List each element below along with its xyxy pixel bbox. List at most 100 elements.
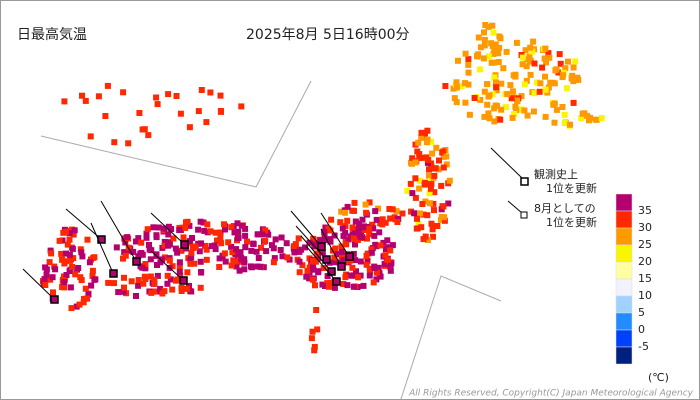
station-marker	[384, 237, 391, 244]
station-marker	[424, 212, 431, 219]
station-marker	[174, 276, 181, 283]
station-marker	[202, 242, 208, 249]
station-marker	[269, 242, 275, 249]
station-marker	[551, 80, 558, 87]
station-marker	[509, 88, 516, 95]
station-marker	[343, 241, 350, 248]
station-marker	[394, 219, 401, 225]
station-marker	[503, 48, 510, 55]
station-marker	[530, 38, 537, 45]
record-leader	[305, 245, 337, 282]
station-marker	[211, 242, 218, 249]
station-marker	[61, 260, 68, 267]
station-marker	[490, 29, 497, 36]
station-marker	[352, 257, 359, 264]
station-marker	[338, 253, 345, 260]
station-marker	[72, 271, 79, 278]
station-marker	[491, 118, 498, 125]
record-leader	[100, 200, 137, 262]
station-marker	[481, 29, 487, 36]
station-marker	[159, 290, 166, 297]
station-marker	[296, 258, 303, 265]
station-marker	[339, 225, 346, 232]
scale-label: 15	[638, 272, 652, 285]
station-marker	[335, 251, 341, 258]
station-marker	[559, 104, 566, 110]
station-marker	[306, 275, 313, 282]
station-marker	[66, 236, 73, 243]
station-marker	[384, 256, 391, 263]
station-marker	[178, 288, 185, 294]
station-marker	[519, 61, 526, 68]
scale-label: 5	[638, 306, 645, 319]
station-marker	[242, 225, 249, 232]
station-marker	[503, 104, 509, 111]
record-leader	[150, 250, 184, 281]
station-marker	[366, 225, 373, 232]
station-marker	[494, 45, 501, 52]
station-marker	[498, 106, 505, 113]
legend-record-all-symbol	[520, 177, 529, 186]
station-marker	[486, 115, 493, 122]
scale-label: 10	[638, 289, 652, 302]
station-marker	[70, 255, 77, 262]
station-marker	[428, 160, 434, 167]
station-marker	[344, 282, 351, 289]
station-marker	[462, 50, 469, 57]
station-marker	[338, 243, 345, 250]
station-marker	[480, 55, 487, 62]
station-marker	[412, 159, 419, 166]
station-marker	[104, 82, 111, 89]
station-marker	[321, 237, 328, 244]
station-marker	[165, 91, 172, 98]
station-marker	[391, 214, 398, 221]
station-marker	[173, 93, 180, 99]
station-marker	[578, 115, 585, 122]
station-marker	[443, 153, 450, 160]
station-marker	[442, 83, 449, 89]
station-marker	[551, 119, 558, 126]
station-marker	[95, 93, 102, 100]
station-marker	[493, 79, 499, 86]
record-marker	[180, 240, 189, 249]
station-marker	[309, 328, 316, 335]
station-marker	[176, 263, 183, 270]
station-marker	[153, 232, 160, 239]
station-marker	[262, 238, 269, 245]
station-marker	[518, 93, 525, 100]
station-marker	[203, 246, 210, 253]
station-marker	[411, 210, 418, 217]
station-marker	[514, 97, 521, 104]
station-marker	[508, 95, 515, 102]
station-marker	[341, 209, 348, 216]
station-marker	[60, 229, 67, 236]
station-marker	[545, 84, 552, 91]
station-marker	[338, 208, 345, 215]
station-marker	[241, 259, 248, 266]
station-marker	[309, 258, 316, 264]
station-marker	[546, 54, 553, 61]
station-marker	[43, 271, 50, 278]
station-marker	[542, 45, 549, 52]
station-marker	[207, 89, 214, 96]
scale-swatch	[615, 329, 633, 348]
station-marker	[465, 56, 472, 63]
station-marker	[87, 133, 94, 140]
station-marker	[263, 248, 270, 255]
station-marker	[66, 251, 73, 258]
station-marker	[232, 258, 239, 265]
scale-swatch	[615, 261, 633, 280]
record-marker	[179, 276, 188, 285]
station-marker	[441, 214, 448, 221]
station-marker	[217, 92, 224, 99]
station-marker	[142, 276, 149, 282]
station-marker	[79, 253, 86, 260]
station-marker	[416, 185, 423, 192]
station-marker	[453, 99, 460, 106]
station-marker	[125, 140, 132, 147]
station-marker	[349, 272, 356, 279]
station-marker	[570, 99, 577, 106]
station-marker	[446, 177, 453, 184]
station-marker	[484, 101, 491, 108]
station-marker	[357, 258, 364, 265]
